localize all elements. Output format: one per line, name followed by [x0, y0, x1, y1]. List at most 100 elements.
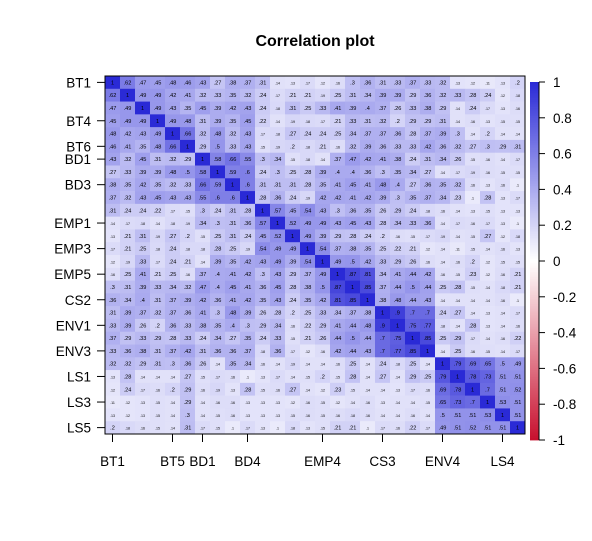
cell-value-BD1-BD4: .55 [244, 157, 252, 163]
cell-value-ENV4-BD1: .26 [199, 362, 207, 368]
cell-value-BT5-BT2: .42 [124, 132, 132, 138]
cell-CS1-EMP5 [330, 280, 346, 294]
cell-value-EMP1-BD4: .36 [244, 221, 252, 227]
cell-value-BD1-BD2: .58 [214, 157, 222, 163]
cell-value-EMP1-LS1: .17 [455, 222, 460, 226]
cell-ENV4-BT3 [135, 357, 151, 371]
cell-EMP3-ENV3 [420, 242, 436, 256]
cell-value-BT5-LS3: .2 [485, 132, 490, 138]
cell-value-BD4-CS1: .41 [349, 195, 357, 201]
cell-value-ENV1-ENV2: .75 [409, 323, 417, 329]
colorbar-strip [530, 176, 539, 180]
cell-value-ENV2-BT1: .37 [109, 336, 117, 342]
colorbar-strip [530, 316, 539, 319]
cell-value-BD5-BD2: .24 [214, 208, 222, 214]
cell-BT1-BD4 [240, 76, 256, 90]
cell-LS4-BT3 [135, 408, 151, 422]
cell-value-BT3-BT4: .49 [154, 106, 162, 112]
cell-value-ENV3-LS3: .15 [485, 350, 490, 354]
cell-LS4-BT6 [180, 408, 196, 422]
cell-value-BD3-CS2: .41 [364, 183, 372, 189]
cell-value-EMP5-LS3: .12 [485, 273, 490, 277]
cell-LS5-BD2 [210, 421, 226, 435]
cell-value-LS5-CS3: .17 [380, 427, 385, 431]
cell-value-ENV1-BT3: .26 [139, 323, 147, 329]
cell-value-BD5-LS1: .14 [455, 209, 460, 213]
cell-BT3-BD3 [225, 101, 241, 115]
cell-value-EMP2-BT1: .13 [110, 235, 115, 239]
cell-value-CS2-BT2: .34 [124, 298, 132, 304]
cell-LS2-LS3 [480, 382, 496, 396]
cell-EMP2-BT1 [105, 229, 121, 243]
cell-BD2-CS3 [375, 165, 391, 179]
cell-ENV1-ENV1 [390, 318, 406, 333]
cell-BT4-LS4 [495, 114, 511, 128]
cell-BT4-CS1 [345, 114, 361, 128]
cell-value-BD4-EMP2: .24 [289, 195, 297, 201]
cell-BD1-CS2 [360, 152, 376, 166]
cell-value-EMP1-CS1: .45 [349, 221, 357, 227]
cell-BD4-BT6 [180, 191, 196, 205]
cell-value-EMP2-BT5: .27 [169, 234, 177, 240]
cell-LS1-EMP5 [330, 370, 346, 384]
cell-value-BD5-BT6: .15 [185, 209, 190, 213]
cell-value-LS5-BD2: .15 [215, 427, 220, 431]
cell-ENV2-BT2 [120, 331, 136, 345]
cell-value-LS5-BT1: .2 [110, 426, 115, 432]
cell-BD2-BD2 [210, 165, 226, 179]
colorbar-strip [530, 205, 539, 208]
col-label-LS4: LS4 [490, 454, 515, 469]
cell-BT1-BT1 [105, 76, 121, 90]
cell-LS5-EMP3 [300, 421, 316, 435]
cell-value-BT6-BT3: .35 [139, 144, 147, 150]
cell-ENV1-LS4 [495, 318, 511, 333]
cell-value-LS4-EMP4: .15 [320, 414, 325, 418]
cell-BD1-ENV2 [405, 152, 421, 166]
cell-EMP5-ENV3 [420, 267, 436, 281]
cell-LS4-EMP3 [300, 408, 316, 422]
cell-value-EMP3-BT6: .18 [185, 248, 190, 252]
cell-value-ENV2-LS5: .22 [514, 336, 522, 342]
colorbar-strip [530, 124, 539, 128]
cell-CS2-LS4 [495, 293, 511, 307]
cell-LS3-CS3 [375, 395, 391, 409]
cell-value-ENV3-ENV4: .14 [440, 350, 445, 354]
cell-BD1-BD2 [210, 152, 226, 166]
cell-value-ENV1-BD3: .4 [230, 323, 235, 329]
cell-CS1-EMP3 [300, 280, 316, 294]
cell-value-CS3-BD5: .26 [259, 311, 267, 317]
cell-value-CS2-EMP1: .43 [274, 298, 282, 304]
cell-BT5-ENV3 [420, 127, 436, 141]
cell-BD4-EMP3 [300, 191, 316, 205]
cell-EMP2-BT3 [135, 229, 151, 243]
cell-ENV2-LS5 [510, 331, 526, 345]
row-labels: BT1BT4BT6BD1BD3EMP1EMP3EMP5CS2ENV1ENV3LS… [54, 75, 105, 436]
cell-EMP5-EMP1 [270, 267, 286, 281]
colorbar-strip [530, 92, 539, 95]
cell-LS4-BT1 [105, 408, 121, 422]
cell-value-BD2-BT1: .27 [109, 170, 117, 176]
cell-value-CS1-LS1: .28 [454, 285, 462, 291]
cell-BD4-BT3 [135, 191, 151, 205]
cell-BD1-EMP3 [300, 152, 316, 166]
cell-LS1-ENV4 [435, 370, 451, 384]
cell-value-LS5-CS2: .1 [366, 427, 369, 431]
cell-CS3-CS3 [375, 306, 391, 320]
cell-LS1-BD2 [210, 370, 226, 384]
cell-value-BT2-EMP3: .21 [304, 93, 312, 99]
cell-value-BD5-CS1: .36 [349, 208, 357, 214]
colorbar-strip [530, 407, 539, 410]
cell-value-BD2-BT2: .33 [124, 170, 132, 176]
cell-value-BT4-EMP5: .21 [334, 119, 342, 125]
colorbar-strip [530, 175, 539, 178]
colorbar-strip [530, 309, 539, 312]
row-label-EMP1: EMP1 [54, 216, 91, 231]
cell-value-BD1-BD1: 1 [201, 157, 204, 163]
cell-value-BT1-LS2: .12 [470, 81, 475, 85]
cell-value-EMP2-EMP4: .39 [319, 234, 327, 240]
cell-value-BT3-LS2: .24 [469, 106, 477, 112]
row-label-BT6: BT6 [66, 139, 91, 154]
cell-value-LS2-BD4: .28 [244, 387, 252, 393]
cell-BT6-LS2 [465, 139, 481, 154]
cell-ENV3-BD1 [195, 344, 211, 358]
